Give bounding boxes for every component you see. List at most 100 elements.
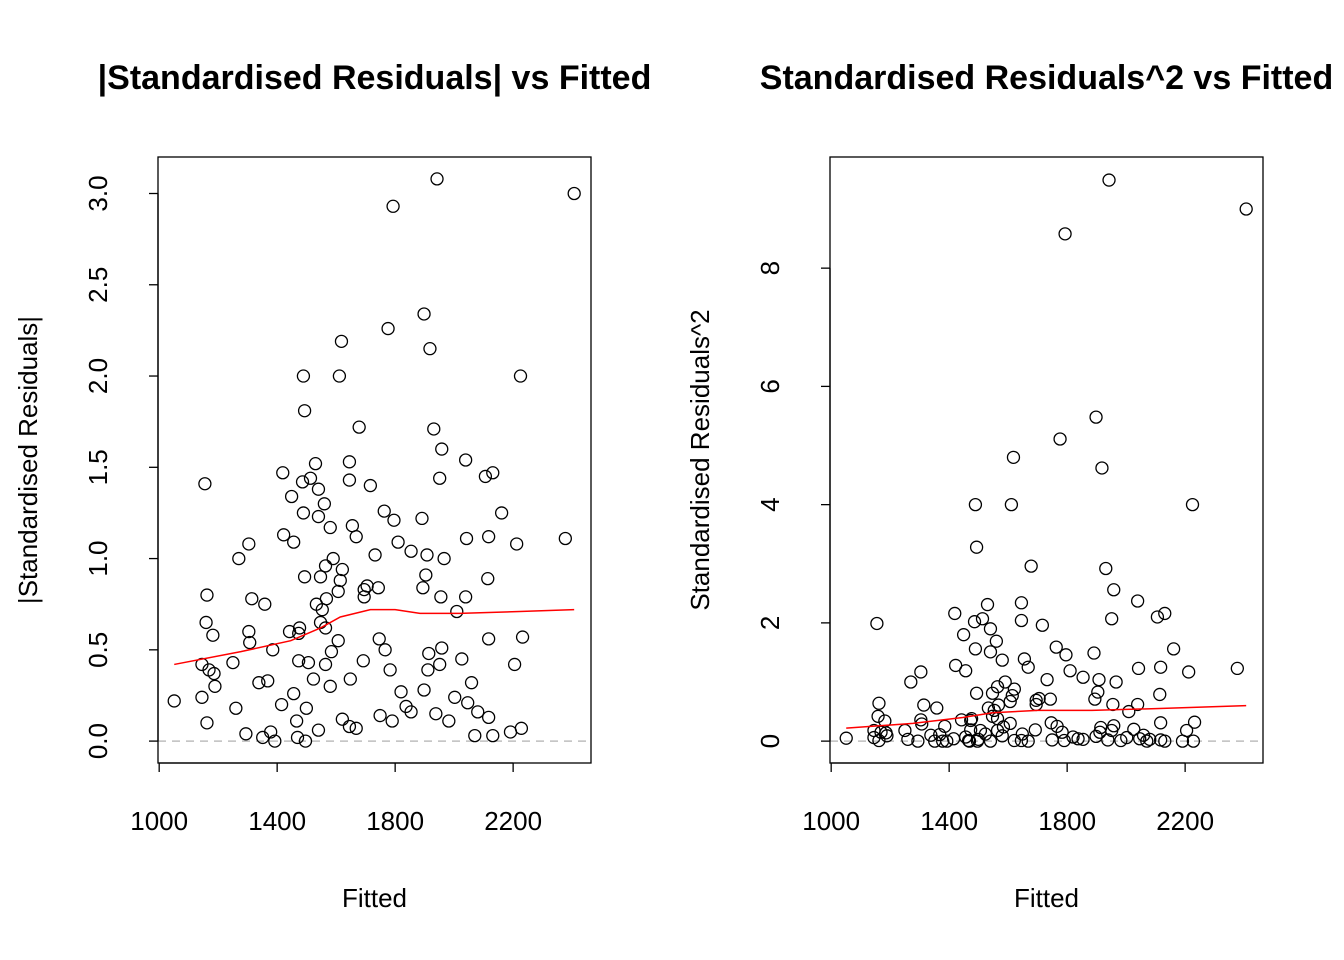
- point: [980, 597, 995, 612]
- point: [1071, 732, 1085, 746]
- point: [1102, 173, 1116, 187]
- point: [239, 727, 253, 741]
- point: [1230, 661, 1244, 676]
- x-tick-label: 1000: [802, 806, 860, 836]
- point: [357, 590, 371, 604]
- point: [318, 559, 333, 573]
- point: [949, 658, 963, 673]
- point: [448, 690, 462, 704]
- point: [494, 506, 509, 520]
- point: [1186, 734, 1201, 748]
- x-tick-label: 1000: [130, 806, 188, 836]
- point: [433, 657, 447, 672]
- point: [342, 455, 357, 469]
- point: [1024, 559, 1038, 573]
- point: [455, 652, 469, 666]
- point: [1089, 410, 1103, 424]
- point: [1158, 606, 1172, 621]
- point: [342, 719, 357, 734]
- point: [1127, 722, 1141, 736]
- point: [1088, 692, 1102, 706]
- point: [1055, 725, 1069, 739]
- point: [242, 624, 256, 639]
- point: [1187, 715, 1202, 729]
- point: [1014, 733, 1029, 748]
- point: [998, 675, 1012, 689]
- point: [419, 568, 433, 582]
- point: [416, 581, 430, 595]
- point: [983, 645, 998, 659]
- point: [1076, 670, 1090, 684]
- point: [1106, 697, 1120, 712]
- point: [287, 535, 301, 549]
- point: [430, 172, 444, 186]
- point: [268, 734, 282, 748]
- point: [1105, 723, 1119, 738]
- point: [423, 342, 437, 356]
- x-axis-label: Fitted: [342, 883, 407, 913]
- point: [503, 725, 518, 739]
- point: [839, 731, 853, 745]
- point: [311, 723, 326, 737]
- point: [1185, 497, 1200, 512]
- point: [298, 734, 313, 748]
- point: [404, 544, 418, 558]
- point: [258, 597, 272, 611]
- point: [930, 701, 944, 715]
- chart-title: |Standardised Residuals| vs Fitted: [98, 59, 652, 97]
- point: [417, 683, 431, 697]
- point: [385, 714, 399, 728]
- point: [872, 696, 886, 710]
- point: [1105, 612, 1119, 626]
- point: [206, 628, 220, 642]
- point: [481, 530, 496, 544]
- point: [245, 592, 259, 606]
- point: [917, 698, 931, 712]
- point: [880, 729, 894, 743]
- point: [959, 664, 973, 678]
- point: [1014, 596, 1029, 610]
- point: [311, 509, 326, 524]
- point: [975, 612, 990, 626]
- y-tick-label: 8: [755, 261, 785, 275]
- y-axis-label: |Standardised Residuals|: [13, 316, 43, 604]
- point: [266, 643, 280, 657]
- point: [914, 665, 928, 679]
- point: [242, 537, 256, 551]
- point: [199, 615, 213, 630]
- point: [284, 489, 299, 504]
- point: [292, 654, 306, 668]
- point: [1014, 613, 1029, 628]
- point: [394, 685, 408, 699]
- point: [1058, 227, 1072, 241]
- point: [1089, 729, 1103, 744]
- point: [458, 590, 473, 604]
- point: [200, 588, 214, 602]
- point: [1040, 672, 1054, 687]
- point: [1003, 694, 1017, 709]
- point: [313, 570, 328, 584]
- point: [1130, 594, 1145, 608]
- point: [459, 531, 474, 546]
- point: [481, 571, 495, 586]
- point: [967, 615, 982, 629]
- point: [481, 710, 496, 725]
- point: [373, 708, 387, 723]
- point: [989, 634, 1004, 648]
- point: [1143, 732, 1157, 747]
- point: [277, 528, 291, 542]
- point: [274, 697, 289, 712]
- point: [295, 475, 310, 489]
- point: [464, 676, 479, 690]
- point: [437, 551, 451, 566]
- point: [1007, 682, 1021, 696]
- point: [415, 511, 429, 526]
- point: [195, 690, 209, 704]
- point: [387, 513, 401, 527]
- point: [308, 457, 323, 471]
- point: [226, 655, 240, 670]
- point: [1043, 692, 1057, 706]
- point: [292, 621, 307, 635]
